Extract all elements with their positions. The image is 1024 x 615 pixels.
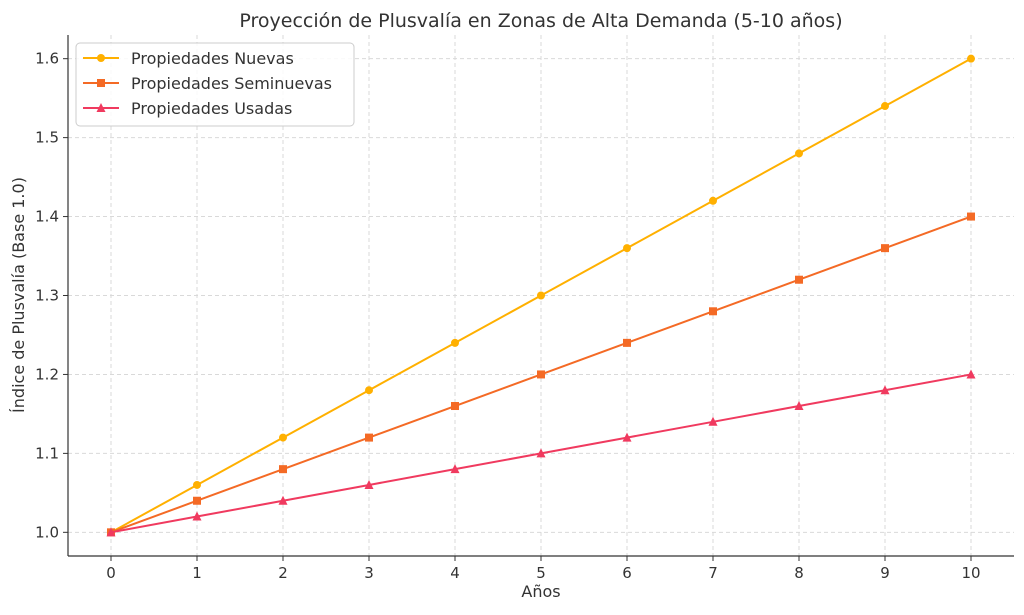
data-point-square — [365, 433, 373, 442]
data-point-triangle — [536, 448, 546, 458]
y-tick-label: 1.5 — [35, 129, 59, 147]
data-point-circle — [623, 244, 631, 253]
legend: Propiedades Nuevas Propiedades Seminuevas… — [75, 42, 355, 127]
legend-label: Propiedades Seminuevas — [131, 74, 332, 93]
data-point-square — [623, 338, 631, 347]
y-tick-label: 1.6 — [35, 50, 59, 68]
x-tick-label: 9 — [880, 564, 890, 582]
data-point-triangle — [880, 385, 890, 395]
x-tick-label: 1 — [192, 564, 202, 582]
data-point-square — [279, 465, 287, 474]
data-point-square — [193, 496, 201, 505]
x-axis-label: Años — [521, 582, 560, 601]
legend-item: Propiedades Seminuevas — [83, 74, 332, 93]
data-point-square — [537, 370, 545, 379]
x-tick-label: 4 — [450, 564, 460, 582]
y-tick-label: 1.1 — [35, 444, 59, 462]
data-point-triangle — [364, 479, 374, 489]
x-tick-label: 8 — [794, 564, 804, 582]
data-point-circle — [365, 386, 373, 395]
data-point-circle — [279, 433, 287, 442]
data-point-circle — [537, 291, 545, 300]
x-tick-label: 6 — [622, 564, 632, 582]
legend-box — [75, 42, 355, 127]
data-point-triangle — [622, 432, 632, 442]
data-point-square — [881, 244, 889, 253]
y-tick-label: 1.0 — [35, 523, 59, 541]
legend-label: Propiedades Usadas — [131, 99, 292, 118]
series-propiedades-nuevas — [107, 54, 975, 537]
chart-title: Proyección de Plusvalía en Zonas de Alta… — [239, 10, 842, 32]
data-point-triangle — [106, 527, 116, 537]
x-tick-label: 0 — [106, 564, 116, 582]
data-point-circle — [709, 196, 717, 205]
data-point-triangle — [794, 401, 804, 411]
y-tick-label: 1.4 — [35, 208, 59, 226]
legend-item: Propiedades Usadas — [83, 99, 292, 118]
data-point-triangle — [966, 369, 976, 379]
y-tick-label: 1.3 — [35, 287, 59, 305]
series-layer — [106, 54, 976, 537]
legend-label: Propiedades Nuevas — [131, 49, 294, 68]
x-tick-label: 10 — [961, 564, 980, 582]
data-point-circle — [967, 54, 975, 63]
data-point-triangle — [708, 416, 718, 426]
x-tick-label: 2 — [278, 564, 288, 582]
data-point-triangle — [96, 103, 106, 112]
data-point-square — [97, 79, 105, 87]
data-point-triangle — [450, 464, 460, 474]
data-point-square — [795, 275, 803, 284]
y-axis-label: Índice de Plusvalía (Base 1.0) — [9, 177, 28, 413]
x-tick-label: 3 — [364, 564, 374, 582]
data-point-square — [451, 402, 459, 411]
legend-item: Propiedades Nuevas — [83, 49, 294, 68]
axes: 0 1 2 3 4 5 6 7 8 9 10 1.0 1.1 1.2 1.3 1.4 1.5 1.6 — [35, 35, 1014, 582]
data-point-square — [967, 212, 975, 221]
x-tick-label: 5 — [536, 564, 546, 582]
data-point-square — [709, 307, 717, 316]
data-point-circle — [881, 102, 889, 111]
data-point-triangle — [278, 495, 288, 505]
data-point-circle — [97, 54, 105, 62]
data-point-circle — [193, 480, 201, 489]
data-point-circle — [451, 338, 459, 347]
data-point-circle — [795, 149, 803, 158]
y-tick-label: 1.2 — [35, 365, 59, 383]
data-point-triangle — [192, 511, 202, 521]
series-propiedades-usadas — [106, 369, 976, 537]
x-tick-label: 7 — [708, 564, 718, 582]
